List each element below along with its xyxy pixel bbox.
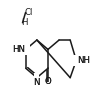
Bar: [45, 82, 50, 92]
Bar: [34, 73, 39, 82]
Text: HN: HN: [12, 45, 25, 54]
Text: N: N: [34, 78, 40, 87]
Text: NH: NH: [77, 56, 90, 65]
Text: O: O: [45, 77, 51, 86]
Bar: [22, 44, 29, 55]
Text: O: O: [45, 77, 51, 86]
Text: Cl: Cl: [25, 8, 33, 17]
Text: N: N: [34, 78, 40, 87]
Bar: [73, 55, 80, 66]
Text: H: H: [21, 18, 27, 27]
Text: NH: NH: [77, 56, 90, 65]
Text: HN: HN: [12, 45, 25, 54]
